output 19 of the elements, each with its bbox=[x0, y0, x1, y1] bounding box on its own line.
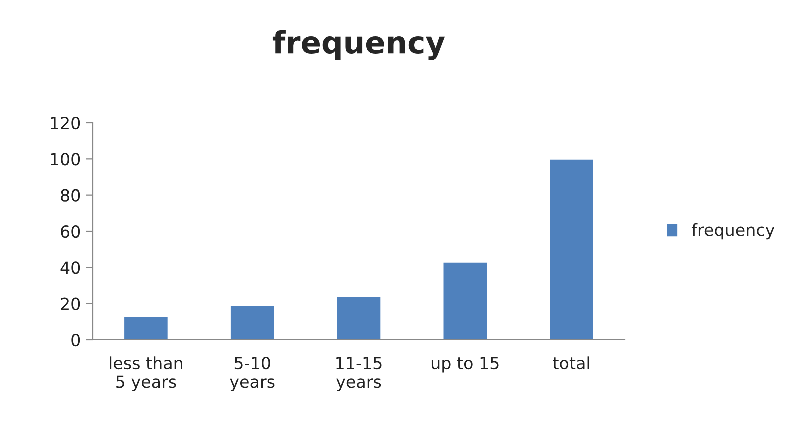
x-tick-label: 5-10 years bbox=[230, 356, 275, 392]
x-tick-label: less than 5 years bbox=[110, 356, 182, 392]
x-tick-label: up to 15 bbox=[432, 357, 499, 373]
chart-title: frequency bbox=[272, 30, 446, 60]
bar bbox=[548, 158, 595, 340]
legend-label: frequency bbox=[692, 223, 775, 240]
y-tick-label: 80 bbox=[61, 189, 80, 202]
bar bbox=[336, 296, 382, 340]
y-tick-label: 0 bbox=[72, 334, 80, 347]
x-tick-label: total bbox=[553, 356, 590, 370]
x-tick-label: 11-15 years bbox=[336, 357, 382, 392]
y-tick-label: 20 bbox=[61, 298, 80, 310]
y-tick-label: 100 bbox=[51, 153, 80, 166]
bar bbox=[442, 262, 488, 340]
bar bbox=[123, 316, 170, 340]
y-tick-label: 120 bbox=[51, 116, 80, 130]
bar bbox=[230, 304, 276, 340]
y-tick-label: 60 bbox=[61, 225, 80, 238]
y-tick-label: 40 bbox=[60, 262, 80, 274]
